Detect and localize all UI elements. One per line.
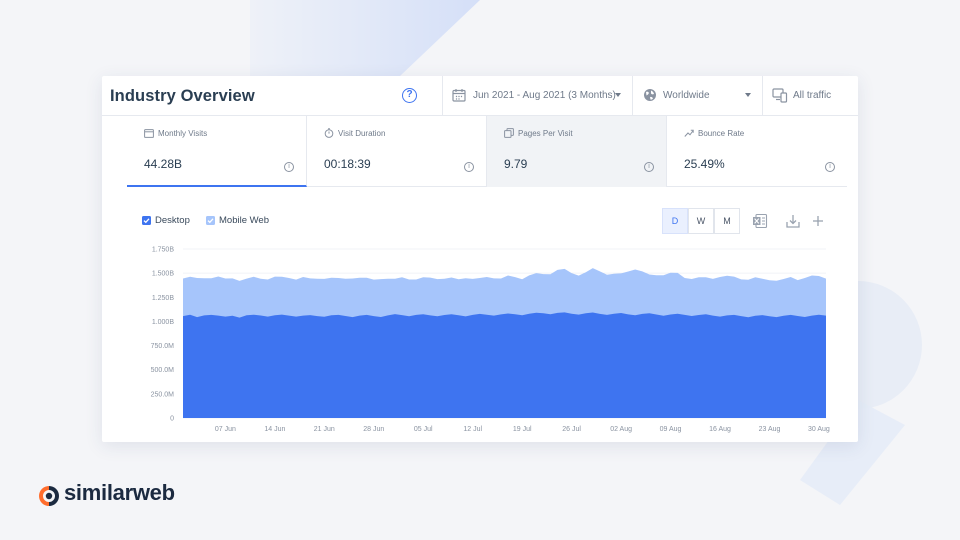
- x-tick-label: 19 Jul: [513, 426, 532, 433]
- metric-label: Monthly Visits: [158, 129, 208, 138]
- x-tick-label: 28 Jun: [363, 426, 384, 433]
- date-range-selector[interactable]: Jun 2021 - Aug 2021 (3 Months): [442, 76, 632, 116]
- x-tick-label: 30 Aug: [808, 426, 830, 433]
- country-selector[interactable]: Worldwide: [632, 76, 762, 116]
- question-circle-icon[interactable]: ?: [402, 88, 417, 103]
- calendar-icon: [144, 129, 154, 138]
- y-tick-label: 1.000B: [152, 319, 175, 326]
- y-tick-label: 250.0M: [151, 391, 175, 398]
- metric-value: 44.28B: [144, 157, 183, 171]
- industry-overview-card: Industry Overview ? Jun 2021 - Aug 2021 …: [102, 76, 858, 442]
- x-tick-label: 02 Aug: [610, 426, 632, 433]
- granularity-day-button[interactable]: D: [662, 208, 688, 234]
- metric-label: Visit Duration: [338, 129, 386, 138]
- info-icon[interactable]: i: [284, 162, 294, 172]
- globe-icon: [644, 89, 656, 101]
- info-icon[interactable]: i: [644, 162, 654, 172]
- x-tick-label: 16 Aug: [709, 426, 731, 433]
- metric-value: 9.79: [504, 157, 528, 171]
- granularity-week-button[interactable]: W: [688, 208, 714, 234]
- y-tick-label: 1.250B: [152, 295, 175, 302]
- similarweb-logo-text: similarweb: [64, 480, 175, 505]
- metric-monthly-visits[interactable]: Monthly Visits 44.28B i: [127, 116, 307, 187]
- stopwatch-icon: [324, 128, 334, 138]
- y-tick-label: 1.750B: [152, 247, 175, 254]
- y-tick-label: 1.500B: [152, 271, 175, 278]
- info-icon[interactable]: i: [825, 162, 835, 172]
- x-tick-label: 07 Jun: [215, 426, 236, 433]
- traffic-label: All traffic: [793, 90, 832, 101]
- x-tick-label: 23 Aug: [759, 426, 781, 433]
- y-tick-label: 0: [170, 416, 174, 423]
- x-tick-label: 21 Jun: [314, 426, 335, 433]
- similarweb-logo-icon: [39, 486, 59, 506]
- x-tick-label: 05 Jul: [414, 426, 433, 433]
- calendar-icon: [452, 89, 466, 102]
- y-tick-label: 750.0M: [151, 343, 175, 350]
- metric-value: 00:18:39: [324, 157, 371, 171]
- y-tick-label: 500.0M: [151, 367, 175, 374]
- chevron-down-icon: [615, 93, 621, 97]
- traffic-selector[interactable]: All traffic: [762, 76, 858, 116]
- download-icon[interactable]: [785, 213, 801, 229]
- x-tick-label: 12 Jul: [463, 426, 482, 433]
- devices-icon: [772, 88, 788, 103]
- metric-bounce-rate[interactable]: Bounce Rate 25.49% i: [667, 116, 847, 187]
- visits-area-chart: 1.750B 1.500B 1.250B 1.000B 750.0M 500.0M 250.…: [151, 247, 830, 434]
- pages-icon: [504, 128, 514, 138]
- date-range-label: Jun 2021 - Aug 2021 (3 Months): [473, 90, 616, 101]
- area-desktop: [183, 312, 826, 418]
- metric-visit-duration[interactable]: Visit Duration 00:18:39 i: [307, 116, 487, 187]
- metrics-row: Monthly Visits 44.28B i Visit Duration 0…: [127, 116, 847, 187]
- plus-icon[interactable]: [811, 213, 825, 229]
- legend-label: Mobile Web: [219, 215, 269, 226]
- metric-pages-per-visit[interactable]: Pages Per Visit 9.79 i: [487, 116, 667, 187]
- x-tick-label: 26 Jul: [562, 426, 581, 433]
- excel-export-icon[interactable]: [752, 213, 768, 229]
- trend-icon: [684, 129, 694, 137]
- country-label: Worldwide: [663, 90, 710, 101]
- page-title: Industry Overview: [110, 87, 255, 105]
- chevron-down-icon: [745, 93, 751, 97]
- granularity-month-button[interactable]: M: [714, 208, 740, 234]
- legend-label: Desktop: [155, 215, 190, 226]
- x-tick-label: 09 Aug: [660, 426, 682, 433]
- header-bar: Industry Overview ? Jun 2021 - Aug 2021 …: [102, 76, 858, 116]
- x-tick-label: 14 Jun: [264, 426, 285, 433]
- metric-label: Bounce Rate: [698, 129, 745, 138]
- checkbox-checked-icon[interactable]: [142, 216, 151, 225]
- checkbox-checked-icon[interactable]: [206, 216, 215, 225]
- metric-label: Pages Per Visit: [518, 129, 573, 138]
- metric-value: 25.49%: [684, 157, 725, 171]
- info-icon[interactable]: i: [464, 162, 474, 172]
